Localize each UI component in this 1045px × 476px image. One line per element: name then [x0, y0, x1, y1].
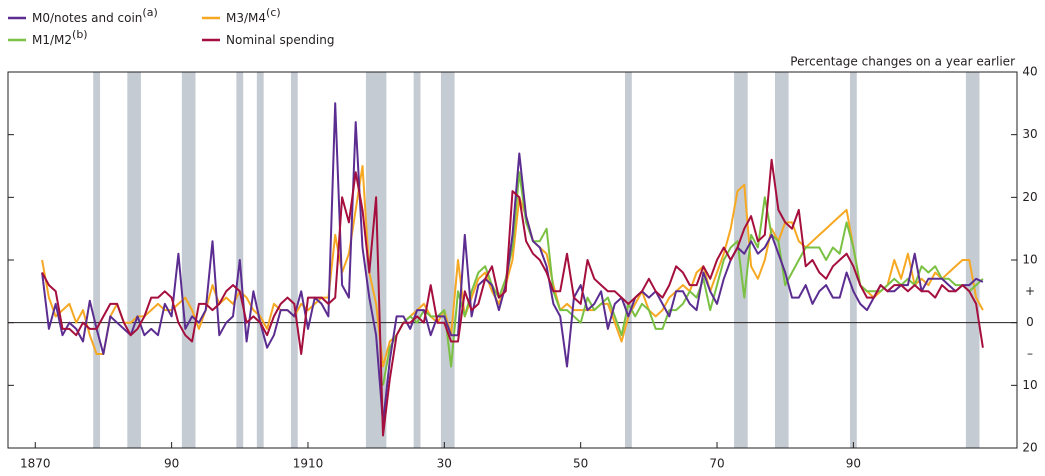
y-tick-label: 0	[1026, 315, 1034, 329]
x-tick-label: 90	[846, 457, 861, 471]
x-tick-label: 50	[573, 457, 588, 471]
shaded-period	[440, 72, 455, 448]
x-tick-label: 30	[437, 457, 452, 471]
legend-label: M3/M4(c)	[226, 6, 281, 25]
y-axis-label: Percentage changes on a year earlier	[790, 55, 1015, 69]
legend-note: (a)	[142, 6, 157, 19]
y-tick-label: 30	[1022, 127, 1037, 141]
y-tick-label: 20	[1022, 190, 1037, 204]
x-tick-label: 1910	[293, 457, 324, 471]
shaded-period	[849, 72, 857, 448]
series-line	[382, 171, 984, 386]
y-tick-label: 40	[1022, 65, 1037, 79]
shaded-period	[181, 72, 196, 448]
shaded-period	[93, 72, 101, 448]
legend-label: M1/M2(b)	[32, 28, 88, 47]
shaded-period	[290, 72, 298, 448]
y-tick-label: 20	[1022, 441, 1037, 455]
legend-label: M0/notes and coin(a)	[32, 6, 158, 25]
shaded-period	[624, 72, 632, 448]
legend-note: (b)	[72, 28, 88, 41]
y-tick-label: 10	[1022, 378, 1037, 392]
x-tick-label: 70	[709, 457, 724, 471]
legend-name: M1/M2	[32, 33, 72, 47]
shaded-period	[256, 72, 264, 448]
shaded-period	[413, 72, 421, 448]
legend-label: Nominal spending	[226, 33, 334, 47]
shaded-period	[127, 72, 141, 448]
series-line	[41, 102, 984, 424]
y-tick-label: 10	[1022, 253, 1037, 267]
series-line	[41, 158, 984, 437]
sign-label: +	[1025, 284, 1035, 298]
legend-name: Nominal spending	[226, 33, 334, 47]
legend-note: (c)	[266, 6, 281, 19]
x-tick-label: 1870	[20, 457, 51, 471]
shaded-period	[965, 72, 980, 448]
shaded-period	[734, 72, 748, 448]
legend-name: M3/M4	[226, 11, 266, 25]
series-line	[41, 165, 984, 368]
sign-label: –	[1027, 347, 1033, 361]
legend-name: M0/notes and coin	[32, 11, 142, 25]
x-tick-label: 90	[164, 457, 179, 471]
